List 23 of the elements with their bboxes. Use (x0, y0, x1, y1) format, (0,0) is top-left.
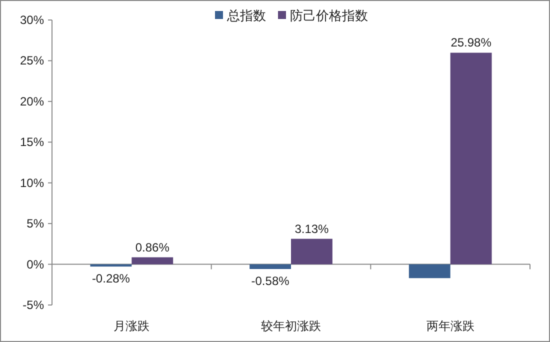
y-tick-label: 25% (20, 54, 44, 68)
y-tick-label: 20% (20, 94, 44, 108)
data-label: 25.98% (450, 36, 492, 50)
bar (450, 52, 492, 264)
data-label: -0.28% (92, 272, 130, 286)
data-label: 0.86% (135, 240, 170, 254)
data-label: -0.58% (251, 274, 290, 288)
bar (250, 264, 291, 270)
y-tick-label: 0% (26, 257, 44, 272)
bar (291, 238, 332, 264)
data-label: 3.13% (294, 222, 330, 236)
bar (408, 264, 450, 278)
legend-label: 总指数 (226, 8, 266, 23)
y-tick-label: 10% (20, 176, 44, 190)
y-tick-label: -5% (22, 298, 44, 312)
x-tick-label: 月涨跌 (114, 319, 150, 333)
x-tick-label: 两年涨跌 (426, 319, 474, 333)
x-tick-label: 较年初涨跌 (261, 319, 321, 333)
bar (132, 257, 174, 264)
y-tick-label: 15% (20, 135, 44, 150)
legend-label: 防己价格指数 (290, 8, 368, 23)
y-tick-label: 30% (20, 13, 44, 27)
y-tick-label: 5% (26, 216, 44, 231)
